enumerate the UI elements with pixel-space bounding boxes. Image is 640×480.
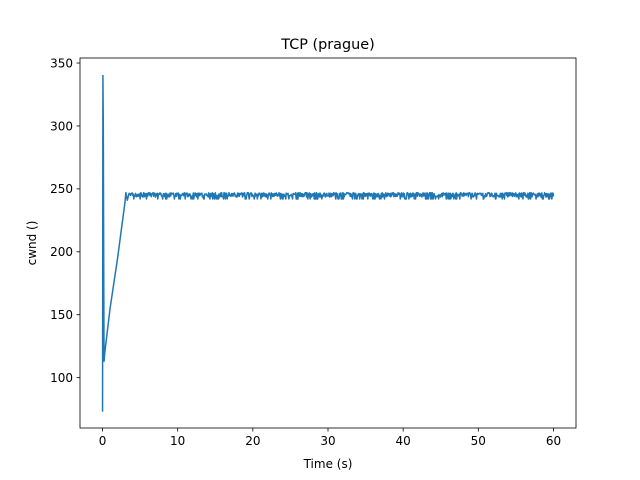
x-tick-label: 10 — [170, 434, 185, 448]
ticks-layer: 0 10 20 30 40 50 60 100 150 200 250 300 350 — [50, 56, 561, 448]
y-tick-label: 100 — [50, 371, 73, 385]
x-tick-label: 50 — [471, 434, 486, 448]
y-tick-label: 300 — [50, 119, 73, 133]
y-axis-label: cwnd () — [25, 221, 39, 266]
chart-title: TCP (prague) — [280, 37, 374, 53]
x-tick-label: 0 — [99, 434, 107, 448]
x-tick-label: 40 — [396, 434, 411, 448]
x-axis-label: Time (s) — [303, 457, 353, 471]
y-tick-label: 200 — [50, 245, 73, 259]
y-tick-label: 150 — [50, 308, 73, 322]
series-layer — [101, 74, 555, 412]
cwnd-series-line — [101, 74, 555, 412]
x-tick-label: 60 — [546, 434, 561, 448]
y-tick-label: 250 — [50, 182, 73, 196]
plot-frame — [79, 57, 577, 429]
x-tick-label: 30 — [320, 434, 335, 448]
y-tick-label: 350 — [50, 56, 73, 70]
x-tick-label: 20 — [245, 434, 260, 448]
